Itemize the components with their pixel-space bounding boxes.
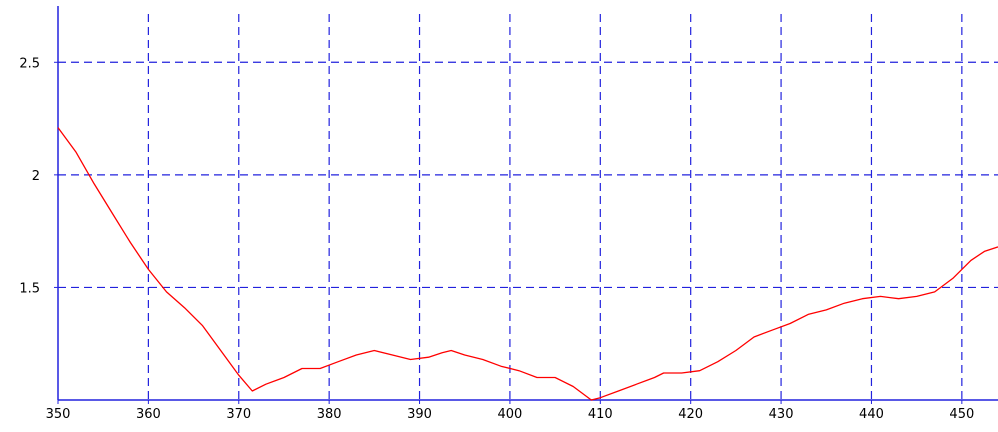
x-tick-label: 410 [588,407,613,422]
x-tick-label: 450 [949,407,974,422]
y-tick-label: 2.5 [19,56,40,71]
series-layer [57,127,998,401]
x-tick-label: 370 [226,407,251,422]
series-line [57,127,998,401]
y-tick-label: 1.5 [19,281,40,296]
x-tick-label: 400 [498,407,523,422]
x-tick-label: 420 [678,407,703,422]
x-tick-label: 440 [859,407,884,422]
x-tick-label: 430 [769,407,794,422]
x-tick-label: 350 [46,407,71,422]
y-tick-label: 2 [32,169,40,184]
tick-labels: 350 360 370 380 390 400 410 420 430 440 450 1.5 2 2.5 [19,56,974,422]
x-tick-label: 390 [407,407,432,422]
axes [54,6,998,404]
x-tick-label: 360 [136,407,161,422]
x-tick-label: 380 [317,407,342,422]
grid [58,14,998,400]
